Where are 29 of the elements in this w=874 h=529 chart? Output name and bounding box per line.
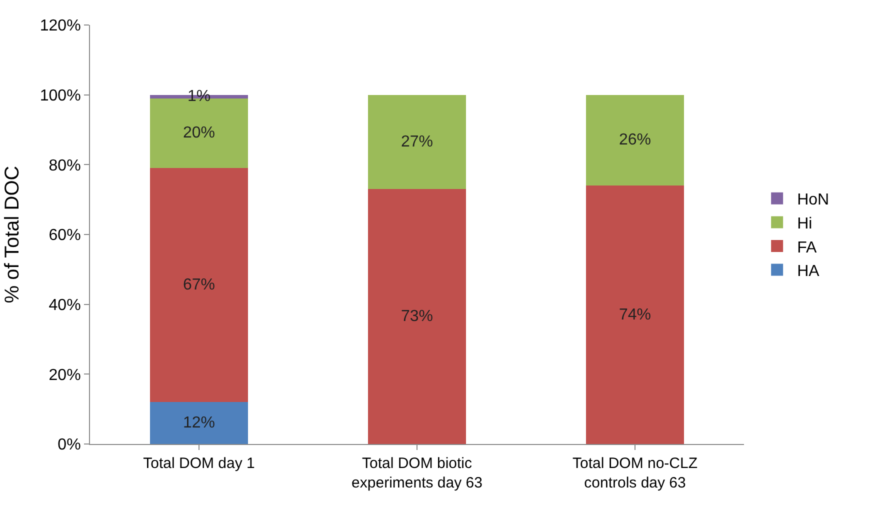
data-label: 73% <box>400 308 434 326</box>
legend-label: Hi <box>797 215 812 232</box>
bar <box>150 402 248 444</box>
data-label: 26% <box>618 132 652 149</box>
y-tick-label: 100% <box>40 87 81 104</box>
data-label: 74% <box>618 306 652 324</box>
bar <box>150 168 248 402</box>
data-label: 67% <box>182 276 216 294</box>
legend-label: FA <box>797 239 817 256</box>
y-tick-label: 120% <box>40 18 81 35</box>
y-tick-label: 80% <box>48 157 81 174</box>
data-label: 20% <box>182 124 216 142</box>
x-tick-label: Total DOM no-CLZ controls day 63 <box>572 455 698 492</box>
bar <box>586 94 684 186</box>
x-tick-label: Total DOM day 1 <box>143 455 255 472</box>
bar <box>368 94 466 190</box>
bar <box>586 186 684 444</box>
data-label: 12% <box>182 414 216 432</box>
y-tick-label: 40% <box>48 296 81 314</box>
data-label: 1% <box>187 88 211 106</box>
y-tick-label: 60% <box>48 227 81 244</box>
y-axis-title: % of Total DOC <box>1 166 24 304</box>
data-label: 27% <box>400 133 434 150</box>
legend-label: HoN <box>797 192 830 209</box>
bar <box>368 189 466 444</box>
y-tick-label: 20% <box>48 366 81 384</box>
x-tick-label: Total DOM biotic experiments day 63 <box>352 455 482 492</box>
legend-label: HA <box>797 263 820 280</box>
y-tick-label: 0% <box>58 436 81 454</box>
